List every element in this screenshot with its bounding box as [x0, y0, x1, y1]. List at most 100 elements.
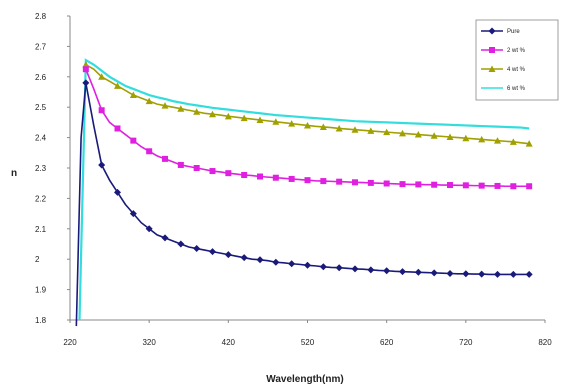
data-point: [526, 183, 533, 190]
data-point: [241, 171, 248, 178]
data-point: [162, 155, 168, 162]
data-point: [161, 234, 169, 242]
data-point: [114, 188, 121, 196]
data-point: [82, 66, 89, 73]
data-point: [335, 264, 343, 272]
data-point: [288, 260, 296, 268]
data-point: [383, 128, 391, 136]
data-point: [209, 110, 216, 118]
x-tick-label: 220: [63, 338, 77, 347]
data-point: [351, 265, 359, 273]
data-point: [462, 270, 470, 278]
data-point: [351, 126, 359, 133]
x-tick-label: 820: [538, 338, 552, 347]
x-axis-title: Wavelength(nm): [266, 374, 343, 385]
y-tick-label: 2.8: [35, 12, 47, 21]
data-point: [319, 123, 327, 130]
x-tick-label: 620: [380, 338, 394, 347]
data-point: [478, 135, 486, 143]
y-axis-title: n: [11, 168, 17, 179]
data-point: [383, 267, 391, 275]
data-point: [98, 73, 106, 80]
data-point: [509, 270, 517, 278]
data-point: [446, 133, 454, 140]
data-point: [130, 137, 137, 144]
data-point: [415, 181, 422, 188]
data-point: [114, 125, 121, 132]
data-point: [399, 129, 406, 137]
y-tick-label: 2.1: [35, 225, 47, 234]
data-point: [462, 182, 469, 189]
data-point: [510, 183, 517, 190]
data-point: [352, 179, 358, 186]
y-tick-label: 1.9: [35, 286, 47, 295]
y-tick-label: 2.7: [35, 42, 47, 51]
x-tick-labels: 220 320 420 520 620 720 820: [63, 320, 552, 347]
data-point: [462, 134, 470, 142]
series-2-wt-: [82, 66, 533, 190]
legend-box: [475, 19, 559, 101]
data-point: [224, 251, 232, 259]
data-point: [288, 120, 296, 127]
y-tick-label: 2.2: [35, 194, 47, 203]
data-point: [193, 108, 201, 115]
data-point: [319, 263, 327, 271]
data-point: [488, 65, 496, 72]
series-6-wt-: [78, 58, 530, 321]
data-point: [478, 182, 485, 189]
x-tick-label: 420: [222, 338, 236, 347]
data-point: [367, 179, 374, 186]
series-line: [85, 63, 530, 145]
data-point: [489, 47, 495, 53]
data-point: [240, 254, 248, 262]
data-point: [399, 181, 406, 188]
data-point: [431, 181, 438, 188]
legend-label: 2 wt %: [507, 48, 526, 54]
legend-item: 6 wt %: [481, 86, 526, 92]
y-tick-label: 2: [35, 255, 40, 264]
data-point: [525, 270, 533, 278]
data-point: [494, 137, 501, 144]
x-tick-label: 520: [301, 338, 315, 347]
data-point: [272, 118, 280, 125]
data-point: [335, 124, 343, 132]
data-point: [414, 268, 422, 276]
data-point: [525, 140, 533, 147]
data-point: [430, 269, 438, 277]
data-point: [98, 107, 105, 114]
y-tick-label: 1.8: [35, 316, 47, 325]
data-point: [509, 138, 517, 145]
legend-label: Pure: [507, 29, 520, 35]
legend-items: Pure 2 wt % 4 wt % 6 wt %: [481, 27, 526, 92]
data-point: [447, 182, 453, 189]
data-point: [145, 225, 153, 233]
data-point: [146, 148, 153, 155]
data-point: [82, 79, 90, 87]
y-tick-label: 2.4: [35, 134, 47, 143]
data-point: [288, 175, 295, 182]
legend-item: 2 wt %: [481, 47, 526, 54]
data-point: [304, 261, 311, 269]
data-point: [209, 168, 216, 175]
data-point: [257, 173, 263, 180]
data-point: [114, 82, 121, 89]
x-tick-label: 320: [142, 338, 156, 347]
data-point: [177, 105, 185, 112]
data-point: [478, 270, 486, 278]
y-tick-labels: 1.8 1.9 2 2.1 2.2 2.3 2.4 2.5 2.6 2.7 2.8: [35, 12, 70, 325]
data-point: [304, 177, 311, 184]
series-line: [78, 58, 530, 321]
series-pure: [75, 79, 533, 327]
data-point: [129, 210, 137, 218]
data-point: [488, 27, 496, 35]
y-tick-label: 2.3: [35, 164, 47, 173]
data-point: [98, 161, 106, 169]
data-point: [304, 121, 311, 129]
data-point: [209, 248, 216, 256]
legend-item: Pure: [481, 27, 520, 35]
y-tick-label: 2.6: [35, 73, 47, 82]
data-point: [414, 131, 422, 138]
x-tick-label: 720: [459, 338, 473, 347]
data-point: [336, 178, 343, 185]
